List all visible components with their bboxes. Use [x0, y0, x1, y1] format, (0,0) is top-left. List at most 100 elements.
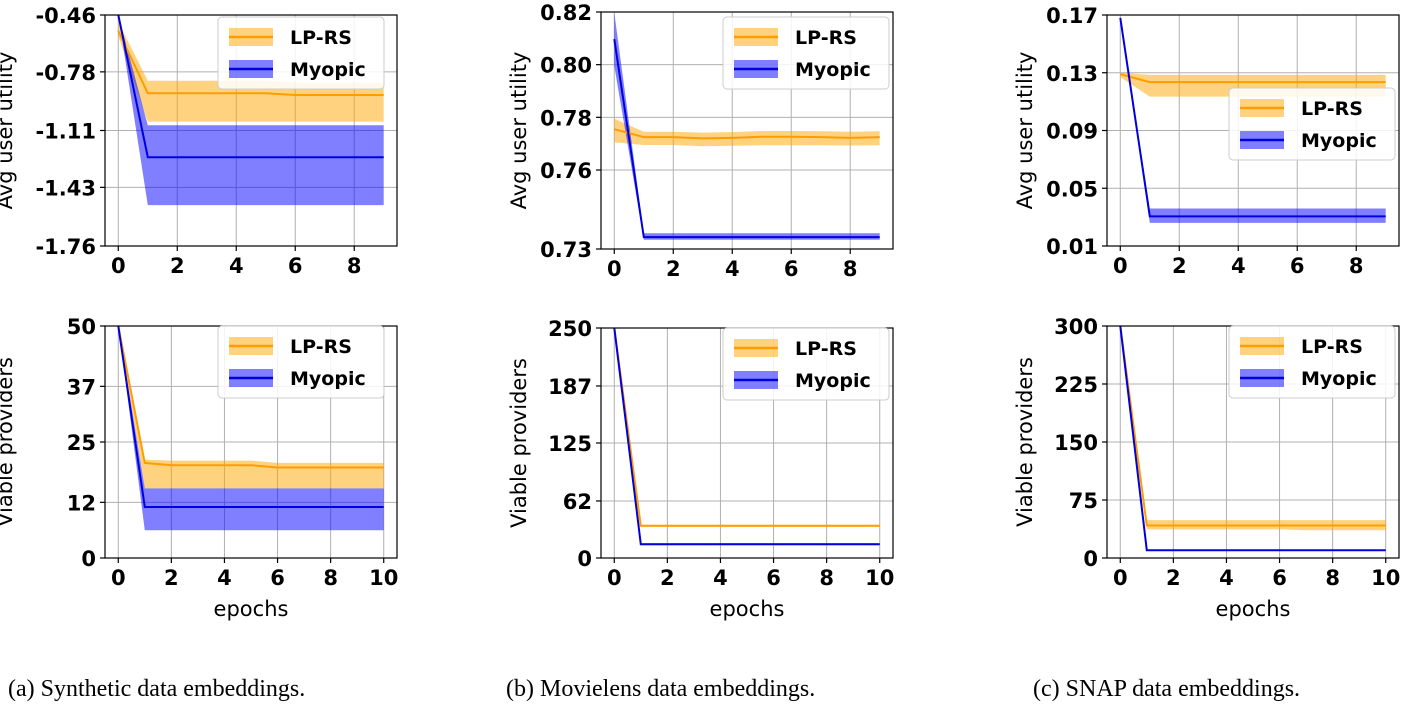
- caption-a: (a) Synthetic data embeddings.: [8, 676, 306, 702]
- ytick-label: 0.01: [1046, 235, 1098, 259]
- ytick-label: 0.13: [1046, 62, 1098, 86]
- x-axis-label: epochs: [710, 597, 785, 621]
- panel-c-top: 0 2 4 6 8 0.17 0.13 0.09 0.05 0.01 Avg user utilit…: [1013, 4, 1400, 278]
- legend-label-myopic: Myopic: [1301, 368, 1377, 390]
- line-myopic: [117, 325, 384, 508]
- xtick-label: 0: [607, 566, 622, 590]
- xtick-label: 8: [843, 257, 858, 281]
- band-lp-rs: [118, 326, 384, 489]
- band-lp-rs: [614, 118, 880, 147]
- legend: LP-RS Myopic: [217, 16, 385, 90]
- ytick-label: 0: [81, 547, 96, 571]
- xtick-label: 6: [288, 254, 303, 278]
- xtick-label: 4: [1219, 566, 1234, 590]
- ytick-label: 150: [1054, 431, 1098, 455]
- xtick-label: 2: [164, 566, 179, 590]
- ytick-label: 12: [67, 491, 96, 515]
- legend: LP-RS Myopic: [1228, 87, 1396, 161]
- legend-label-myopic: Myopic: [290, 368, 366, 390]
- xtick-label: 6: [1290, 254, 1305, 278]
- ytick-label: 50: [67, 315, 96, 339]
- ytick-label: 0: [1083, 547, 1098, 571]
- legend: LP-RS Myopic: [722, 16, 890, 90]
- xtick-label: 8: [1325, 566, 1340, 590]
- legend: LP-RS Myopic: [1228, 325, 1396, 399]
- xtick-label: 8: [819, 566, 834, 590]
- xtick-label: 6: [784, 257, 799, 281]
- line-myopic: [613, 38, 880, 239]
- panel-c-bottom: 0 2 4 6 8 10 300 225 150 75 0 Viable providers epoch…: [1013, 315, 1400, 621]
- ytick-label: 300: [1054, 315, 1098, 339]
- xtick-label: 0: [111, 254, 126, 278]
- ytick-label: 25: [67, 431, 96, 455]
- xtick-label: 0: [607, 257, 622, 281]
- xtick-label: 0: [1113, 566, 1128, 590]
- xtick-label: 4: [713, 566, 728, 590]
- xtick-label: 6: [270, 566, 285, 590]
- x-axis-label: epochs: [214, 597, 289, 621]
- line-lp-rs: [117, 30, 384, 96]
- line-myopic: [1119, 325, 1386, 552]
- xtick-label: 2: [170, 254, 185, 278]
- band-lp-rs: [118, 22, 384, 122]
- xtick-label: 0: [111, 566, 126, 590]
- y-axis-label: Avg user utility: [0, 52, 17, 210]
- ytick-label: 62: [563, 490, 592, 514]
- x-axis-label: epochs: [1216, 597, 1291, 621]
- band-myopic: [118, 326, 384, 531]
- line-myopic: [1119, 17, 1386, 218]
- y-axis-label: Viable providers: [507, 358, 531, 528]
- xtick-label: 10: [865, 566, 894, 590]
- ytick-label: -0.78: [35, 61, 96, 85]
- ytick-label: -1.43: [35, 176, 96, 200]
- legend-label-myopic: Myopic: [290, 59, 366, 81]
- legend-label-lp-rs: LP-RS: [1301, 336, 1363, 358]
- ytick-label: 75: [1069, 489, 1098, 513]
- xtick-label: 4: [1231, 254, 1246, 278]
- ytick-label: 187: [548, 375, 592, 399]
- xtick-label: 8: [347, 254, 362, 278]
- line-lp-rs: [1120, 73, 1386, 84]
- xtick-label: 8: [323, 566, 338, 590]
- caption-c: (c) SNAP data embeddings.: [1033, 676, 1301, 702]
- ytick-label: -1.76: [35, 235, 96, 259]
- xtick-label: 2: [1166, 566, 1181, 590]
- ytick-label: -0.46: [35, 4, 96, 28]
- legend-label-myopic: Myopic: [1301, 130, 1377, 152]
- ytick-label: 0.76: [540, 159, 592, 183]
- caption-b: (b) Movielens data embeddings.: [506, 676, 816, 702]
- legend-label-lp-rs: LP-RS: [1301, 98, 1363, 120]
- xtick-label: 2: [660, 566, 675, 590]
- legend-label-lp-rs: LP-RS: [795, 338, 857, 360]
- ytick-label: 37: [67, 375, 96, 399]
- panel-a-top: 0 2 4 6 8 -0.46 -0.78 -1.11 -1.43 -1.76 Avg user u…: [0, 4, 398, 278]
- ytick-label: 0.82: [540, 1, 592, 25]
- xtick-label: 6: [766, 566, 781, 590]
- legend-label-myopic: Myopic: [795, 59, 871, 81]
- legend-label-lp-rs: LP-RS: [290, 27, 352, 49]
- ytick-label: 125: [548, 432, 592, 456]
- y-axis-label: Avg user utility: [507, 52, 531, 210]
- ytick-label: 225: [1054, 373, 1098, 397]
- xtick-label: 10: [1371, 566, 1400, 590]
- panel-a-bottom: 0 2 4 6 8 10 50 37 25 12 0 Viable providers epochs LP…: [0, 315, 398, 621]
- xtick-label: 4: [229, 254, 244, 278]
- xtick-label: 6: [1272, 566, 1287, 590]
- line-lp-rs: [614, 128, 880, 140]
- line-lp-rs: [613, 327, 880, 527]
- legend-label-lp-rs: LP-RS: [290, 336, 352, 358]
- legend: LP-RS Myopic: [722, 327, 890, 401]
- xtick-label: 0: [1113, 254, 1128, 278]
- axes-frame: [600, 11, 894, 250]
- ytick-label: 0.05: [1046, 177, 1098, 201]
- xtick-label: 4: [725, 257, 740, 281]
- panel-b-top: 0 2 4 6 8 0.82 0.80 0.78 0.76 0.73 Avg user utilit…: [507, 1, 894, 281]
- ytick-label: -1.11: [35, 120, 96, 144]
- xtick-label: 10: [369, 566, 398, 590]
- line-myopic: [613, 327, 880, 546]
- ytick-label: 0.73: [540, 238, 592, 262]
- line-lp-rs: [117, 325, 384, 469]
- line-lp-rs: [1119, 325, 1386, 527]
- ytick-label: 0.80: [540, 54, 592, 78]
